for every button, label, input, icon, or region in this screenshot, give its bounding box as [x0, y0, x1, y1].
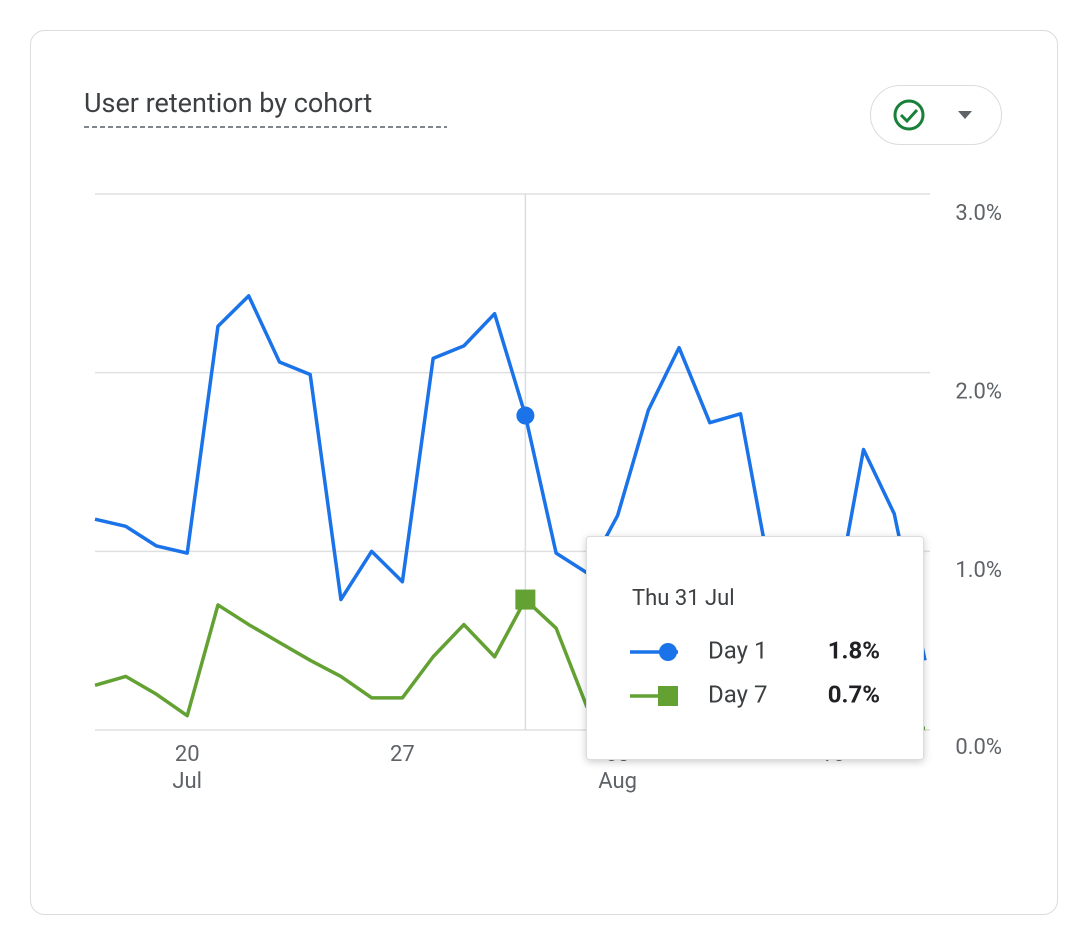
card-title[interactable]: User retention by cohort — [84, 87, 372, 119]
legend-swatch — [659, 643, 677, 661]
y-tick-label: 3.0% — [955, 201, 1002, 226]
y-tick-label: 0.0% — [955, 735, 1002, 760]
tooltip-value: 0.7% — [828, 680, 880, 708]
tooltip-title: Thu 31 Jul — [632, 586, 735, 611]
legend-label: Day 7 — [708, 680, 767, 708]
plot: 0.0%1.0%2.0%3.0%20Jul2703Aug10Thu 31 Jul… — [94, 193, 1002, 794]
tooltip-value: 1.8% — [828, 636, 880, 664]
legend-swatch — [658, 686, 678, 706]
y-tick-label: 2.0% — [955, 379, 1002, 404]
tooltip: Thu 31 Jul Day 1 1.8% Day 7 0.7% — [586, 536, 924, 760]
legend-label: Day 1 — [708, 636, 767, 664]
status-button[interactable] — [870, 85, 1002, 145]
y-tick-label: 1.0% — [955, 558, 1002, 583]
x-tick-label: 20 Jul — [172, 742, 202, 794]
hover-point — [515, 589, 536, 610]
x-tick-label: 27 — [390, 742, 415, 767]
hover-point — [516, 406, 535, 425]
